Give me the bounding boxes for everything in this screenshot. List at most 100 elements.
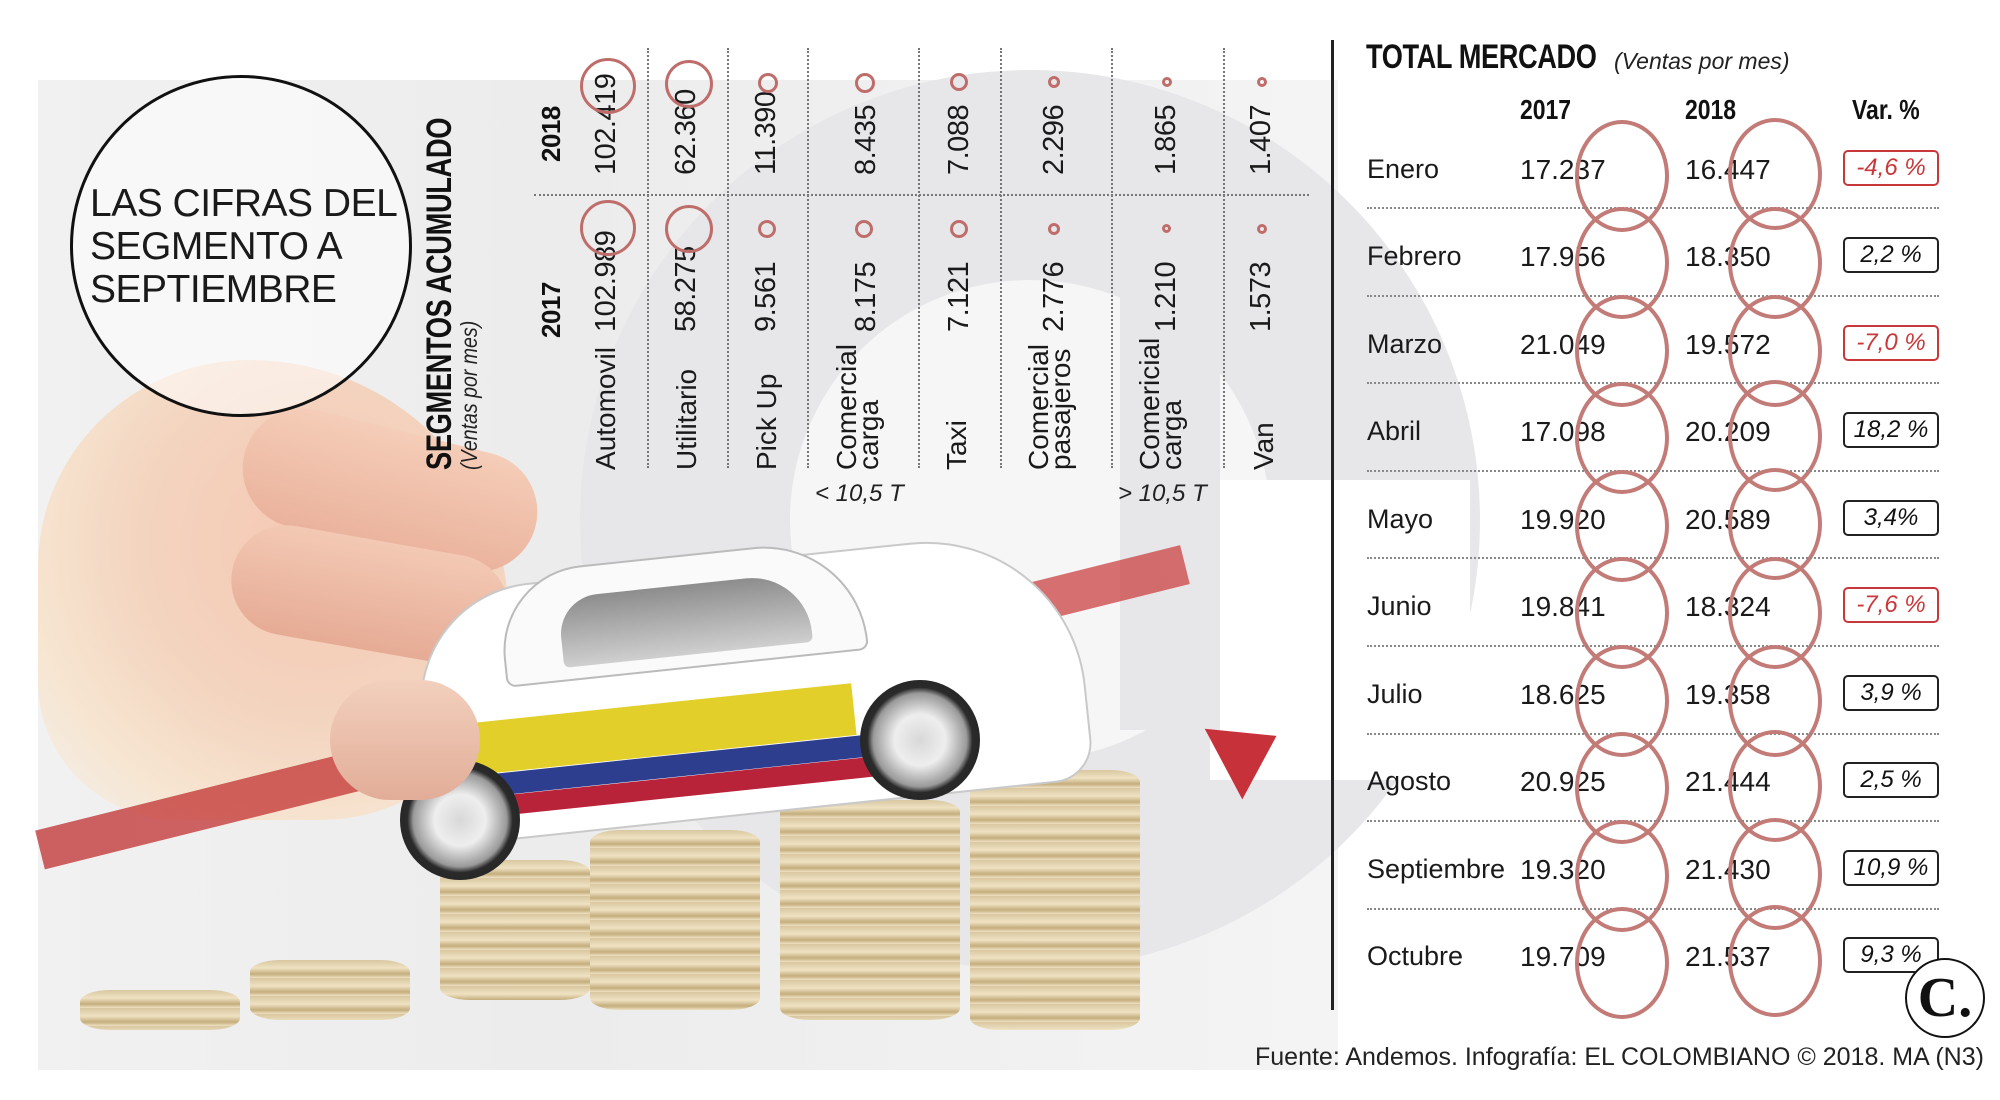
- proportion-ring-icon: [1162, 224, 1171, 233]
- variation-badge: 9,3 %: [1843, 937, 1939, 973]
- proportion-ring-icon: [855, 73, 875, 93]
- row-separator: [1367, 820, 1939, 822]
- segment-value-2017: 7.121: [943, 261, 975, 332]
- segment-name: Utilitario: [671, 368, 702, 470]
- proportion-ring-icon: [1048, 223, 1060, 235]
- month-label: Febrero: [1367, 241, 1462, 271]
- total-market-title: TOTAL MERCADO: [1366, 38, 1597, 76]
- proportion-ring-icon: [1162, 77, 1172, 87]
- column-divider: [918, 48, 920, 468]
- row-separator: [1367, 733, 1939, 735]
- variation-badge: 3,9 %: [1843, 675, 1939, 711]
- row-separator: [1367, 470, 1939, 472]
- segment-value-2018: 2.296: [1038, 104, 1070, 175]
- row-separator: [1367, 207, 1939, 209]
- coin-pile: [80, 990, 240, 1030]
- column-divider: [807, 48, 809, 468]
- column-divider: [647, 48, 649, 468]
- month-label: Marzo: [1367, 329, 1443, 359]
- proportion-ring-icon: [1257, 224, 1267, 234]
- row-separator: [1367, 557, 1939, 559]
- segments-year-2017: 2017: [536, 282, 566, 338]
- total-market-heading: TOTAL MERCADO (Ventas por mes): [1366, 38, 1790, 77]
- month-label: Septiembre: [1367, 854, 1506, 884]
- segment-value-2018: 8.435: [850, 104, 882, 175]
- watermark-cutout: [1210, 480, 1470, 780]
- segments-subtitle: (Ventas por mes): [456, 320, 482, 470]
- segment-value-2017: 8.175: [850, 261, 882, 332]
- proportion-ring-icon: [1728, 905, 1822, 1017]
- logo-glyph: C.: [1917, 967, 1973, 1029]
- segment-value-2018: 7.088: [943, 104, 975, 175]
- segment-name-line2: carga: [853, 399, 884, 470]
- column-header-2018: 2018: [1685, 94, 1737, 125]
- segment-name: Pick Up: [751, 373, 782, 470]
- segment-value-2017: 9.561: [750, 261, 782, 332]
- variation-badge: 2,2 %: [1843, 237, 1939, 273]
- proportion-ring-icon: [855, 220, 873, 238]
- proportion-ring-icon: [580, 58, 636, 114]
- segment-name: Van: [1248, 422, 1279, 470]
- infographic-title: LAS CIFRAS DEL SEGMENTO A SEPTIEMBRE: [90, 182, 410, 311]
- month-label: Enero: [1367, 154, 1440, 184]
- proportion-ring-icon: [665, 60, 713, 108]
- row-separator: [1367, 295, 1939, 297]
- variation-badge: -7,6 %: [1843, 587, 1939, 623]
- proportion-ring-icon: [665, 205, 713, 253]
- month-label: Abril: [1367, 416, 1422, 446]
- segment-name-line2: carga: [1156, 399, 1187, 470]
- proportion-ring-icon: [1048, 76, 1060, 88]
- column-divider: [1000, 48, 1002, 468]
- coin-stack: [440, 860, 590, 1000]
- variation-badge: -7,0 %: [1843, 325, 1939, 361]
- total-market-subtitle: (Ventas por mes): [1614, 48, 1790, 74]
- title-circle: [70, 75, 412, 417]
- segment-value-2017: 58.275: [670, 246, 702, 332]
- proportion-ring-icon: [758, 73, 778, 93]
- row-separator: [1367, 908, 1939, 910]
- source-credit: Fuente: Andemos. Infografía: EL COLOMBIA…: [1255, 1043, 1984, 1071]
- proportion-ring-icon: [758, 220, 776, 238]
- proportion-ring-icon: [950, 220, 968, 238]
- segments-heading: SEGMENTOS ACUMULADO (Ventas por mes): [420, 19, 483, 470]
- coin-stack: [780, 800, 960, 1020]
- variation-badge: 10,9 %: [1843, 850, 1939, 886]
- variation-badge: 3,4%: [1843, 500, 1939, 536]
- coin-stack: [590, 830, 760, 1010]
- segments-year-divider: [534, 194, 1309, 196]
- column-header-2017: 2017: [1520, 94, 1572, 125]
- column-divider: [727, 48, 729, 468]
- segment-name: Taxi: [941, 420, 972, 470]
- column-header-var: Var. %: [1852, 94, 1920, 125]
- segment-name-line2: pasajeros: [1045, 348, 1076, 470]
- variation-badge: 2,5 %: [1843, 762, 1939, 798]
- segment-value-2018: 11.390: [750, 91, 782, 175]
- row-separator: [1367, 382, 1939, 384]
- proportion-ring-icon: [1575, 907, 1669, 1019]
- watermark-c-stem: [1120, 290, 1220, 730]
- variation-badge: -4,6 %: [1843, 150, 1939, 186]
- segment-value-2018: 1.865: [1150, 104, 1182, 175]
- month-label: Julio: [1367, 679, 1423, 709]
- tonnage-note-under: < 10,5 T: [815, 480, 904, 507]
- column-divider: [1111, 48, 1113, 468]
- segments-year-2018: 2018: [536, 106, 566, 162]
- variation-badge: 18,2 %: [1843, 412, 1939, 448]
- segments-title: SEGMENTOS ACUMULADO: [420, 117, 459, 470]
- title-line: LAS CIFRAS DEL: [90, 182, 398, 225]
- el-colombiano-logo: C.: [1905, 958, 1985, 1038]
- title-line: SEPTIEMBRE: [90, 268, 337, 311]
- coin-pile: [250, 960, 410, 1020]
- segment-value-2018: 1.407: [1245, 104, 1277, 175]
- month-label: Junio: [1367, 591, 1432, 621]
- car-wheel: [860, 680, 980, 800]
- month-label: Mayo: [1367, 504, 1434, 534]
- row-separator: [1367, 645, 1939, 647]
- column-divider: [1223, 48, 1225, 468]
- proportion-ring-icon: [580, 200, 636, 256]
- segment-name: Automovil: [590, 347, 621, 470]
- thumb-illustration: [330, 680, 480, 800]
- title-line: SEGMENTO A: [90, 225, 343, 268]
- coin-stack: [970, 770, 1140, 1030]
- proportion-ring-icon: [1257, 77, 1267, 87]
